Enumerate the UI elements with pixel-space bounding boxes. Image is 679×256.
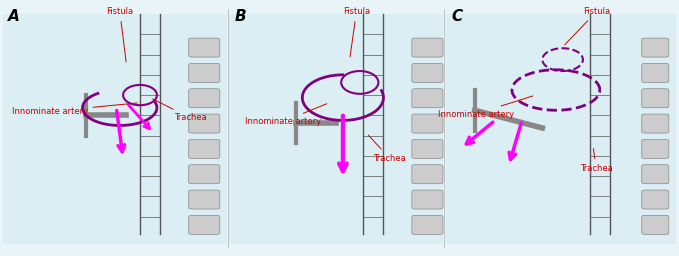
FancyBboxPatch shape <box>412 165 443 184</box>
FancyBboxPatch shape <box>412 63 443 82</box>
FancyBboxPatch shape <box>412 38 443 57</box>
FancyBboxPatch shape <box>412 190 443 209</box>
FancyBboxPatch shape <box>412 215 443 234</box>
FancyBboxPatch shape <box>642 63 669 82</box>
FancyBboxPatch shape <box>642 215 669 234</box>
FancyBboxPatch shape <box>189 63 220 82</box>
Text: Innominate artery: Innominate artery <box>437 96 533 119</box>
FancyBboxPatch shape <box>642 190 669 209</box>
FancyBboxPatch shape <box>445 14 676 244</box>
FancyBboxPatch shape <box>189 140 220 158</box>
Text: Trachea: Trachea <box>369 135 406 163</box>
Text: Innominate artery: Innominate artery <box>245 104 327 126</box>
FancyBboxPatch shape <box>642 140 669 158</box>
FancyBboxPatch shape <box>412 89 443 108</box>
FancyBboxPatch shape <box>189 38 220 57</box>
Text: B: B <box>235 9 246 24</box>
FancyBboxPatch shape <box>189 114 220 133</box>
FancyBboxPatch shape <box>189 89 220 108</box>
Text: C: C <box>451 9 462 24</box>
FancyBboxPatch shape <box>412 140 443 158</box>
FancyBboxPatch shape <box>189 190 220 209</box>
FancyBboxPatch shape <box>230 14 443 244</box>
Text: Fistula: Fistula <box>343 7 370 57</box>
Text: Trachea: Trachea <box>153 99 206 122</box>
Text: Fistula: Fistula <box>564 7 610 45</box>
Text: Fistula: Fistula <box>106 7 133 62</box>
FancyBboxPatch shape <box>642 165 669 184</box>
Text: A: A <box>8 9 20 24</box>
FancyBboxPatch shape <box>642 38 669 57</box>
FancyBboxPatch shape <box>412 114 443 133</box>
FancyBboxPatch shape <box>642 89 669 108</box>
FancyBboxPatch shape <box>189 215 220 234</box>
FancyBboxPatch shape <box>642 114 669 133</box>
Text: Innominate artery: Innominate artery <box>12 103 137 116</box>
FancyBboxPatch shape <box>189 165 220 184</box>
FancyBboxPatch shape <box>3 14 227 244</box>
Text: Trachea: Trachea <box>580 148 612 173</box>
